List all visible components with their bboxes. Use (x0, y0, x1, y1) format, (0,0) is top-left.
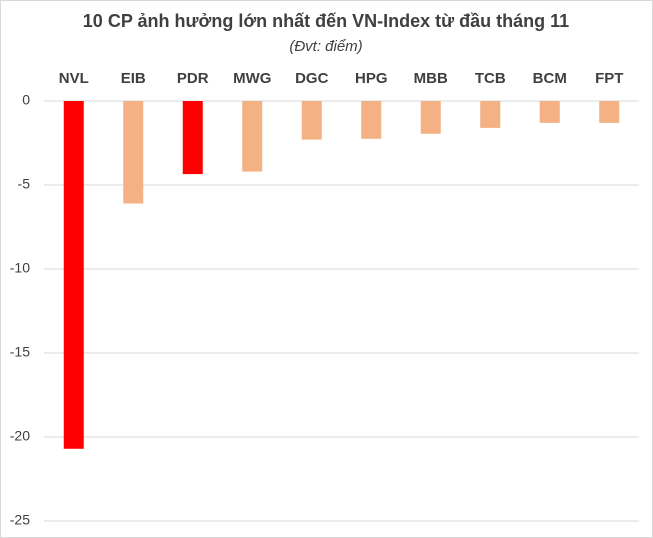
bar (420, 101, 441, 134)
x-tick-label: BCM (533, 70, 567, 87)
bar (361, 101, 382, 139)
x-tick-label: NVL (59, 70, 89, 87)
bar (123, 101, 144, 204)
x-tick-label: MWG (233, 70, 271, 87)
y-tick-label: -5 (18, 176, 31, 192)
bar (480, 101, 501, 128)
y-tick-label: 0 (22, 92, 30, 108)
bar (182, 101, 203, 175)
bar (539, 101, 560, 123)
bar (63, 101, 84, 449)
bar (599, 101, 620, 123)
y-tick-label: -15 (10, 344, 30, 360)
chart-subtitle: (Đvt: điểm) (289, 38, 362, 55)
y-tick-label: -20 (10, 428, 30, 444)
x-tick-label: DGC (295, 70, 329, 87)
y-tick-label: -25 (10, 512, 30, 528)
chart-title: 10 CP ảnh hưởng lớn nhất đến VN-Index từ… (83, 11, 569, 31)
bar (301, 101, 322, 140)
y-tick-label: -10 (10, 260, 30, 276)
x-tick-label: PDR (177, 70, 209, 87)
x-tick-label: HPG (355, 70, 388, 87)
x-tick-label: MBB (414, 70, 448, 87)
bar (242, 101, 263, 172)
x-tick-label: TCB (475, 70, 506, 87)
x-tick-label: FPT (595, 70, 623, 87)
x-tick-label: EIB (121, 70, 146, 87)
